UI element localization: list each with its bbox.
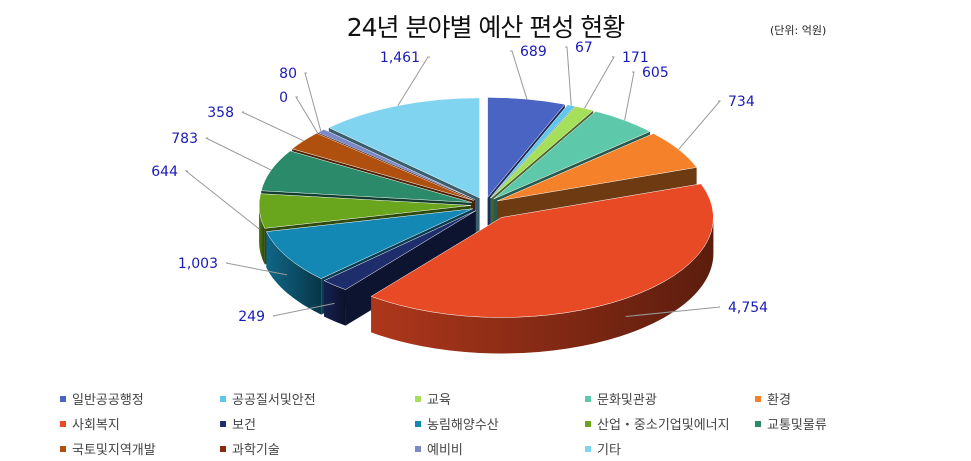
slice-side: [259, 205, 265, 265]
data-label: 4,754: [728, 300, 768, 316]
legend-item: 교통및물류: [755, 414, 925, 433]
legend-item: 일반공공행정: [60, 389, 220, 408]
legend-label: 문화및관광: [597, 393, 657, 408]
slice-top: [496, 133, 698, 202]
legend-swatch: [585, 395, 591, 402]
slice-side: [324, 280, 346, 326]
leader-line: [397, 56, 430, 106]
slice-top: [323, 210, 476, 290]
legend-swatch: [220, 395, 226, 402]
unit-note: (단위: 억원): [770, 24, 827, 37]
legend-swatch: [755, 420, 761, 427]
legend-item: 예비비: [415, 439, 585, 458]
data-label: 80: [279, 66, 297, 82]
leader-line: [584, 56, 615, 109]
legend-swatch: [60, 395, 66, 402]
slice-top: [258, 193, 472, 229]
legend-swatch: [415, 445, 421, 452]
data-label: 605: [642, 65, 669, 81]
slice-top: [370, 183, 714, 318]
slice-top: [265, 208, 473, 279]
legend-item: 환경: [755, 389, 925, 408]
leader-line: [625, 306, 721, 317]
chart-title: 24년 분야별 예산 편성 현황: [346, 13, 626, 42]
data-label: 249: [238, 309, 265, 325]
legend-label: 공공질서및안전: [232, 393, 316, 408]
legend-label: 일반공공행정: [72, 393, 144, 408]
legend-swatch: [585, 445, 591, 452]
legend-item: 교육: [415, 389, 585, 408]
legend-swatch: [755, 395, 761, 402]
legend-label: 농림해양수산: [427, 418, 499, 433]
legend-item: 문화및관광: [585, 389, 755, 408]
legend-swatch: [220, 420, 226, 427]
leader-line: [510, 50, 528, 100]
legend-swatch: [60, 445, 66, 452]
leader-line: [205, 137, 272, 171]
data-label: 734: [728, 94, 755, 110]
legend-label: 과학기술: [232, 443, 280, 458]
data-label: 0: [279, 90, 288, 106]
leader-line: [295, 96, 318, 133]
data-label: 783: [171, 131, 198, 147]
data-label: 1,461: [380, 50, 420, 66]
legend-swatch: [60, 420, 66, 427]
data-label: 644: [151, 164, 178, 180]
legend-label: 사회복지: [72, 418, 120, 433]
leader-line: [225, 262, 288, 276]
data-label: 358: [207, 105, 234, 121]
leader-line: [184, 170, 260, 230]
slice-top: [490, 104, 576, 199]
legend-label: 환경: [767, 393, 791, 408]
legend-swatch: [220, 445, 226, 452]
data-label: 1,003: [178, 256, 218, 272]
data-label: 67: [575, 40, 593, 56]
legend-item: 기타: [585, 439, 755, 458]
pie-slice-5: [370, 183, 714, 354]
legend-item: 산업・중소기업및에너지: [585, 414, 755, 433]
legend-label: 보건: [232, 418, 256, 433]
leader-line: [565, 46, 572, 106]
slice-wall: [324, 210, 476, 317]
legend-label: 예비비: [427, 443, 463, 458]
legend-item: 공공질서및안전: [220, 389, 415, 408]
legend-label: 교통및물류: [767, 418, 827, 433]
legend-label: 국토및지역개발: [72, 443, 156, 458]
slice-top: [487, 97, 566, 199]
leader-line: [678, 100, 722, 150]
legend-item: 사회복지: [60, 414, 220, 433]
legend-item: 과학기술: [220, 439, 415, 458]
slice-side: [266, 231, 322, 315]
leader-line: [272, 302, 335, 317]
legend-label: 기타: [597, 443, 621, 458]
leader-line: [624, 71, 635, 121]
legend-swatch: [415, 395, 421, 402]
legend-item: 농림해양수산: [415, 414, 585, 433]
legend-item: 국토및지역개발: [60, 439, 220, 458]
slice-top: [490, 106, 594, 199]
data-label: 171: [622, 50, 649, 66]
legend-label: 산업・중소기업및에너지: [597, 418, 730, 433]
data-label: 689: [520, 44, 547, 60]
leader-line: [241, 111, 304, 142]
legend-swatch: [585, 420, 591, 427]
slice-top: [328, 97, 480, 199]
slice-side: [371, 217, 714, 354]
legend-label: 교육: [427, 393, 451, 408]
legend-item: 보건: [220, 414, 415, 433]
legend-swatch: [415, 420, 421, 427]
leader-line: [304, 72, 322, 132]
